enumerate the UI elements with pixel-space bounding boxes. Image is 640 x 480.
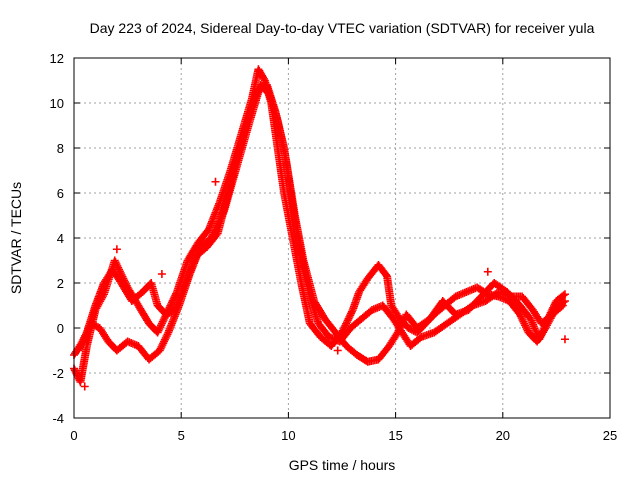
data-point [398, 317, 407, 326]
data-point [157, 270, 166, 278]
data-point [522, 324, 531, 333]
data-point [557, 302, 566, 311]
x-tick-label: 0 [70, 428, 77, 443]
data-point [114, 263, 123, 272]
data-point [159, 315, 168, 324]
data-point [80, 382, 89, 391]
data-point [113, 261, 122, 270]
plot-frame [73, 57, 611, 419]
y-tick-label: 12 [50, 51, 64, 66]
data-point [76, 341, 85, 350]
x-axis-label: GPS time / hours [289, 457, 396, 473]
data-point [333, 346, 342, 355]
data-point [520, 319, 529, 328]
data-point [560, 297, 569, 305]
data-point [156, 323, 165, 332]
data-point [519, 317, 528, 326]
data-point [159, 339, 168, 348]
y-axis-label: SDTVAR / TECUs [8, 182, 24, 294]
data-point [79, 335, 88, 344]
data-point [211, 177, 220, 186]
data-point [158, 341, 167, 350]
grid-lines [74, 58, 610, 418]
data-point [515, 310, 524, 319]
data-point [157, 321, 166, 330]
axis-ticks: 0 5 10 15 20 25 -4 -2 0 2 4 6 8 10 12 [50, 51, 618, 443]
data-point [156, 344, 165, 353]
x-tick-label: 10 [281, 428, 295, 443]
data-point [560, 290, 569, 299]
data-point [155, 346, 164, 355]
data-point [163, 330, 172, 339]
data-point [521, 323, 530, 332]
data-point [516, 312, 525, 321]
data-point [110, 256, 119, 265]
y-tick-label: 10 [50, 96, 64, 111]
y-tick-label: 4 [57, 231, 64, 246]
x-tick-label: 15 [388, 428, 402, 443]
data-point [259, 74, 268, 83]
data-point [153, 328, 162, 337]
data-point [80, 333, 89, 342]
data-point [521, 321, 530, 330]
data-point [161, 333, 170, 342]
y-tick-label: -4 [52, 411, 64, 426]
data-point [76, 342, 85, 351]
data-point [157, 342, 166, 351]
y-tick-label: 0 [57, 321, 64, 336]
data-point [162, 332, 171, 341]
data-point [158, 317, 167, 326]
y-tick-label: 6 [57, 186, 64, 201]
data-point [78, 337, 87, 346]
data-point [111, 258, 120, 267]
data-point [112, 260, 121, 269]
x-tick-label: 5 [178, 428, 185, 443]
data-point [518, 315, 527, 324]
data-point [560, 335, 569, 344]
y-tick-label: 8 [57, 141, 64, 156]
data-point [154, 326, 163, 335]
x-tick-label: 20 [496, 428, 510, 443]
data-point [112, 245, 121, 254]
data-point [74, 346, 83, 355]
data-point [77, 339, 86, 348]
data-point [160, 337, 169, 346]
data-point [81, 332, 90, 341]
data-point [558, 301, 567, 310]
x-tick-label: 25 [603, 428, 617, 443]
data-point [82, 330, 91, 339]
data-point [399, 315, 408, 324]
data-point [559, 291, 568, 300]
chart-title: Day 223 of 2024, Sidereal Day-to-day VTE… [90, 20, 595, 36]
y-tick-label: 2 [57, 276, 64, 291]
data-point [483, 267, 492, 276]
data-point [75, 344, 84, 353]
data-points [70, 65, 569, 391]
data-point [517, 314, 526, 323]
data-point [157, 319, 166, 328]
y-tick-label: -2 [52, 366, 64, 381]
data-point [160, 335, 169, 344]
data-point [155, 324, 164, 333]
data-point [347, 307, 356, 316]
